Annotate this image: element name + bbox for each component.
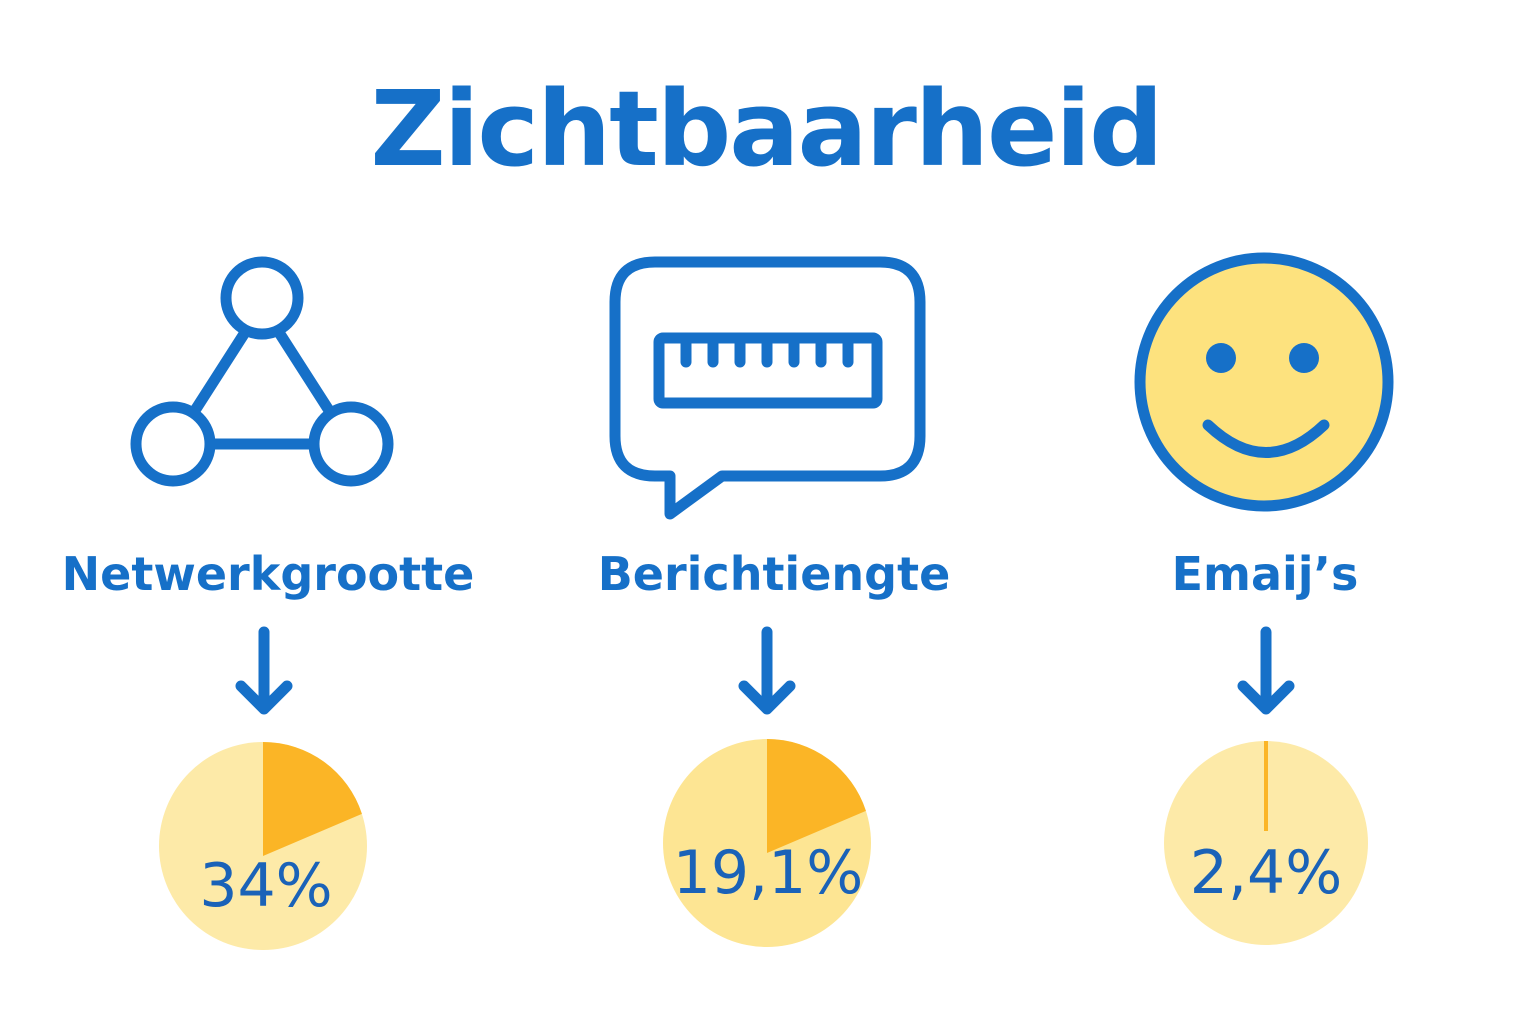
speech-bubble-ruler-icon <box>609 256 926 520</box>
label-berichtiengte: Berichtiengte <box>598 547 951 601</box>
label-netwerkgrootte: Netwerkgrootte <box>62 547 475 601</box>
arrow-down-icon <box>738 626 796 715</box>
pie-base <box>1164 741 1368 945</box>
label-emojis: Emaij’s <box>1172 547 1359 601</box>
pie-wedge <box>767 739 866 853</box>
value-berichtiengte: 19,1% <box>673 838 864 908</box>
arrow-down-icon <box>235 626 293 715</box>
pie-wedge <box>263 742 362 856</box>
arrow-down-icon <box>1237 626 1295 715</box>
smiley-face-icon <box>1134 252 1394 512</box>
value-netwerkgrootte: 34% <box>199 851 332 921</box>
network-triangle-icon <box>130 256 394 487</box>
page-title: Zichtbaarheid <box>370 68 1161 190</box>
value-emojis: 2,4% <box>1190 838 1342 908</box>
